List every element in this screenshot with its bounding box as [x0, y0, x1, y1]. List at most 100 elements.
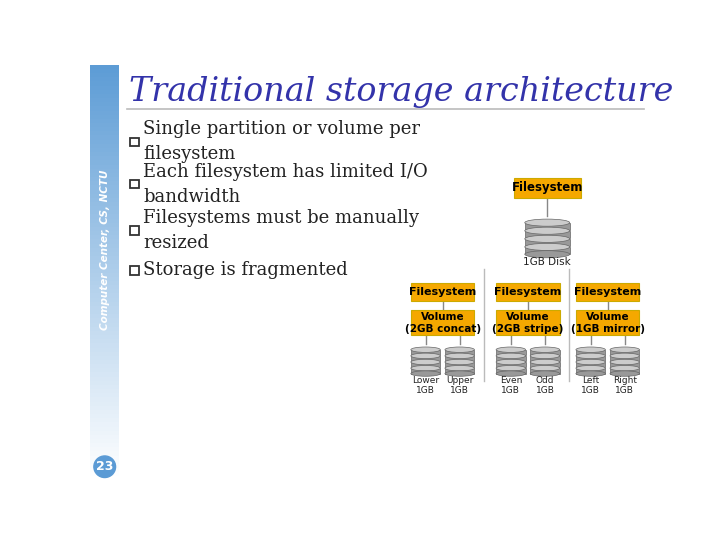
- Bar: [90, 410, 120, 414]
- Ellipse shape: [525, 251, 570, 258]
- Bar: [90, 364, 120, 368]
- Ellipse shape: [530, 359, 559, 364]
- Text: Filesystems must be manually
resized: Filesystems must be manually resized: [143, 209, 420, 252]
- Bar: [90, 314, 120, 319]
- Bar: [90, 464, 120, 468]
- Bar: [90, 277, 120, 281]
- Bar: [445, 368, 474, 374]
- Bar: [90, 331, 120, 335]
- Bar: [90, 352, 120, 356]
- Ellipse shape: [576, 366, 606, 371]
- Bar: [90, 393, 120, 397]
- Text: Each filesystem has limited I/O
bandwidth: Each filesystem has limited I/O bandwidt…: [143, 163, 428, 206]
- Bar: [90, 402, 120, 406]
- Bar: [90, 173, 120, 177]
- Bar: [525, 231, 570, 238]
- Bar: [90, 102, 120, 106]
- Bar: [90, 373, 120, 377]
- Bar: [90, 223, 120, 227]
- Bar: [90, 273, 120, 277]
- Bar: [90, 294, 120, 298]
- Ellipse shape: [496, 347, 526, 353]
- Bar: [130, 138, 139, 146]
- Text: Lower
1GB: Lower 1GB: [412, 376, 439, 395]
- Bar: [90, 131, 120, 136]
- Bar: [90, 381, 120, 385]
- Bar: [411, 356, 441, 361]
- Ellipse shape: [496, 366, 526, 371]
- FancyBboxPatch shape: [576, 283, 639, 301]
- Bar: [90, 265, 120, 268]
- Text: Even
1GB: Even 1GB: [500, 376, 522, 395]
- Bar: [90, 456, 120, 460]
- Text: Storage is fragmented: Storage is fragmented: [143, 261, 348, 279]
- Bar: [90, 397, 120, 402]
- Bar: [90, 406, 120, 410]
- Bar: [90, 114, 120, 119]
- Bar: [90, 385, 120, 389]
- Text: Right
1GB: Right 1GB: [613, 376, 636, 395]
- Bar: [130, 226, 139, 234]
- Bar: [90, 127, 120, 131]
- Ellipse shape: [530, 366, 559, 371]
- Ellipse shape: [525, 219, 570, 226]
- Bar: [130, 266, 139, 275]
- Ellipse shape: [411, 371, 441, 376]
- Ellipse shape: [411, 359, 441, 364]
- Bar: [90, 90, 120, 94]
- Bar: [90, 256, 120, 260]
- Ellipse shape: [445, 347, 474, 353]
- Bar: [90, 443, 120, 447]
- Bar: [530, 356, 559, 361]
- Ellipse shape: [610, 347, 639, 353]
- Bar: [90, 214, 120, 219]
- Bar: [576, 350, 606, 355]
- Bar: [90, 185, 120, 190]
- Bar: [90, 111, 120, 114]
- Bar: [90, 431, 120, 435]
- Bar: [576, 356, 606, 361]
- Ellipse shape: [576, 359, 606, 364]
- Bar: [411, 368, 441, 374]
- Bar: [90, 136, 120, 140]
- Bar: [90, 252, 120, 256]
- Bar: [90, 152, 120, 156]
- Ellipse shape: [610, 353, 639, 359]
- Bar: [576, 362, 606, 367]
- Text: Upper
1GB: Upper 1GB: [446, 376, 473, 395]
- Bar: [90, 439, 120, 443]
- Ellipse shape: [445, 359, 474, 364]
- Bar: [90, 248, 120, 252]
- Bar: [90, 148, 120, 152]
- Bar: [90, 343, 120, 348]
- Bar: [90, 65, 120, 69]
- Ellipse shape: [530, 347, 559, 353]
- Bar: [90, 169, 120, 173]
- Ellipse shape: [576, 371, 606, 376]
- Bar: [576, 368, 606, 374]
- Bar: [610, 356, 639, 361]
- Bar: [90, 476, 120, 481]
- Bar: [90, 310, 120, 314]
- Bar: [90, 69, 120, 73]
- Bar: [530, 368, 559, 374]
- Text: Filesystem: Filesystem: [512, 181, 583, 194]
- Bar: [530, 362, 559, 367]
- Bar: [411, 362, 441, 367]
- Bar: [90, 206, 120, 211]
- Bar: [90, 160, 120, 165]
- Ellipse shape: [411, 366, 441, 371]
- FancyBboxPatch shape: [496, 283, 559, 301]
- Bar: [90, 389, 120, 393]
- Bar: [90, 211, 120, 214]
- Bar: [90, 268, 120, 273]
- Bar: [90, 202, 120, 206]
- Bar: [90, 140, 120, 144]
- Bar: [90, 123, 120, 127]
- Ellipse shape: [445, 353, 474, 359]
- Text: 1GB Disk: 1GB Disk: [523, 256, 571, 267]
- Ellipse shape: [610, 371, 639, 376]
- FancyBboxPatch shape: [411, 310, 474, 335]
- Ellipse shape: [530, 371, 559, 376]
- Bar: [90, 335, 120, 339]
